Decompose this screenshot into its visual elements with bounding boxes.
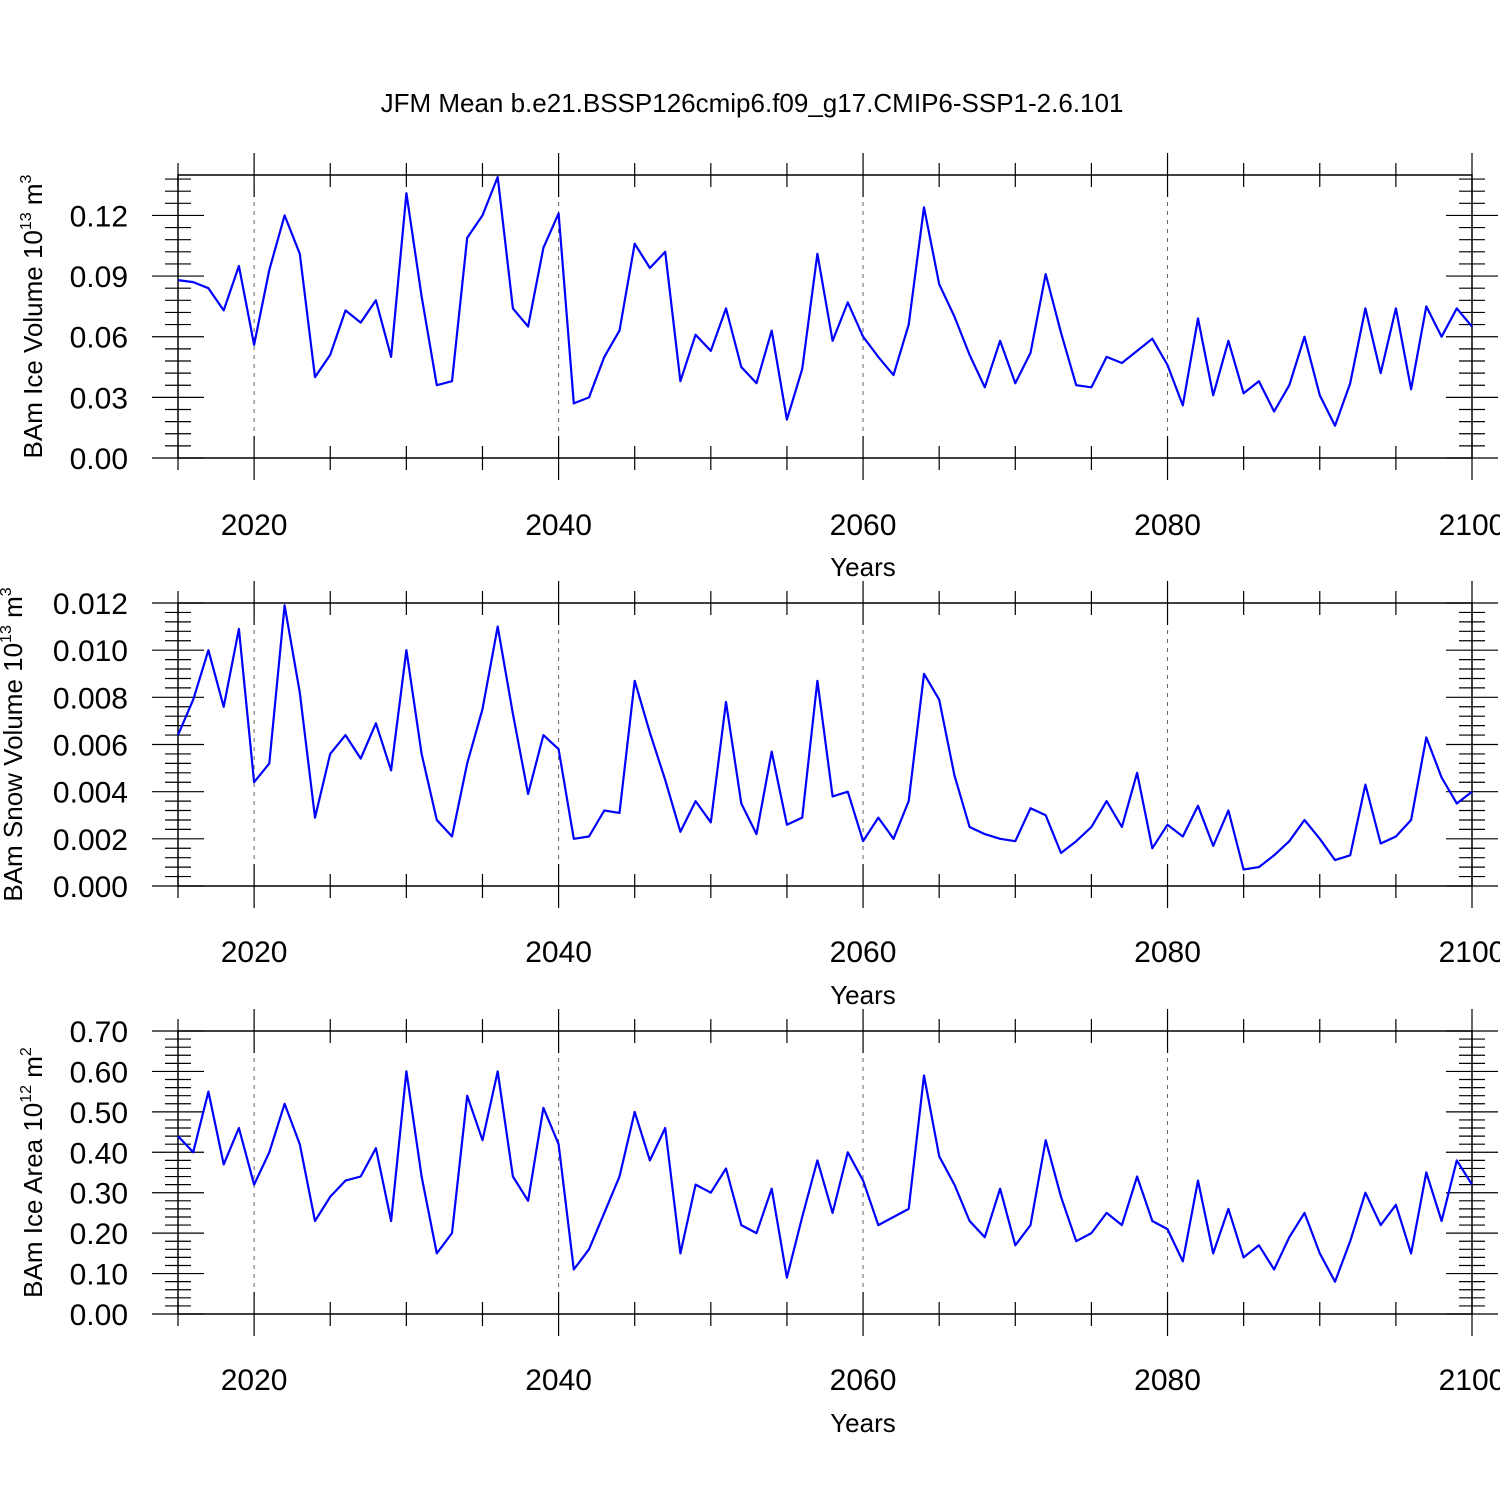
y-tick-label: 0.40: [70, 1137, 128, 1170]
y-tick-label: 0.004: [53, 777, 128, 810]
y-tick-label: 0.20: [70, 1218, 128, 1251]
x-tick-label: 2020: [221, 1364, 288, 1397]
x-axis-label: Years: [830, 552, 896, 582]
x-tick-label: 2060: [830, 1364, 897, 1397]
y-tick-label: 0.012: [53, 588, 128, 621]
y-tick-label: 0.010: [53, 635, 128, 668]
x-tick-label: 2080: [1134, 1364, 1201, 1397]
y-tick-label: 0.00: [70, 1299, 128, 1332]
y-tick-label: 0.03: [70, 382, 128, 415]
y-tick-label: 0.006: [53, 730, 128, 763]
x-tick-label: 2020: [221, 509, 288, 542]
y-tick-label: 0.12: [70, 200, 128, 233]
panel-2: 0.000 0.002 0.004 0.006 0.008 0.010 0.012 2020 2…: [0, 581, 1500, 1010]
y-axis-label: BAm Snow Volume 1013 m3: [0, 587, 28, 901]
x-tick-label: 2060: [830, 509, 897, 542]
x-axis-label: Years: [830, 1408, 896, 1438]
x-tick-label: 2100: [1439, 936, 1500, 969]
y-tick-label: 0.50: [70, 1097, 128, 1130]
plot-frame: [177, 174, 1473, 459]
y-tick-label: 0.000: [53, 871, 128, 904]
x-tick-label: 2100: [1439, 1364, 1500, 1397]
chart-title: JFM Mean b.e21.BSSP126cmip6.f09_g17.CMIP…: [381, 88, 1124, 118]
y-tick-label: 0.60: [70, 1056, 128, 1089]
x-tick-label: 2040: [525, 1364, 592, 1397]
panel-3: 0.00 0.10 0.20 0.30 0.40 0.50 0.60 0.70 2020 2040…: [18, 1009, 1500, 1438]
plot-frame: [177, 1030, 1473, 1315]
y-tick-label: 0.002: [53, 824, 128, 857]
y-tick-label: 0.09: [70, 261, 128, 294]
series-line: [177, 175, 1473, 427]
y-tick-label: 0.30: [70, 1178, 128, 1211]
panel-1: 0.00 0.03 0.06 0.09 0.12 2020 2040 2060 2080 2100…: [18, 153, 1500, 582]
x-axis-label: Years: [830, 980, 896, 1010]
y-tick-label: 0.70: [70, 1016, 128, 1049]
x-tick-label: 2080: [1134, 936, 1201, 969]
x-tick-label: 2040: [525, 509, 592, 542]
y-tick-label: 0.10: [70, 1259, 128, 1292]
x-tick-label: 2060: [830, 936, 897, 969]
y-axis-label: BAm Ice Volume 1013 m3: [18, 174, 48, 458]
y-axis-label: BAm Ice Area 1012 m2: [18, 1047, 48, 1298]
x-tick-label: 2080: [1134, 509, 1201, 542]
x-tick-label: 2040: [525, 936, 592, 969]
y-tick-label: 0.06: [70, 322, 128, 355]
y-tick-label: 0.00: [70, 443, 128, 476]
series-line: [176, 604, 1473, 871]
x-tick-label: 2100: [1439, 509, 1500, 542]
y-tick-label: 0.008: [53, 682, 128, 715]
series-line: [177, 1070, 1473, 1283]
x-tick-label: 2020: [221, 936, 288, 969]
